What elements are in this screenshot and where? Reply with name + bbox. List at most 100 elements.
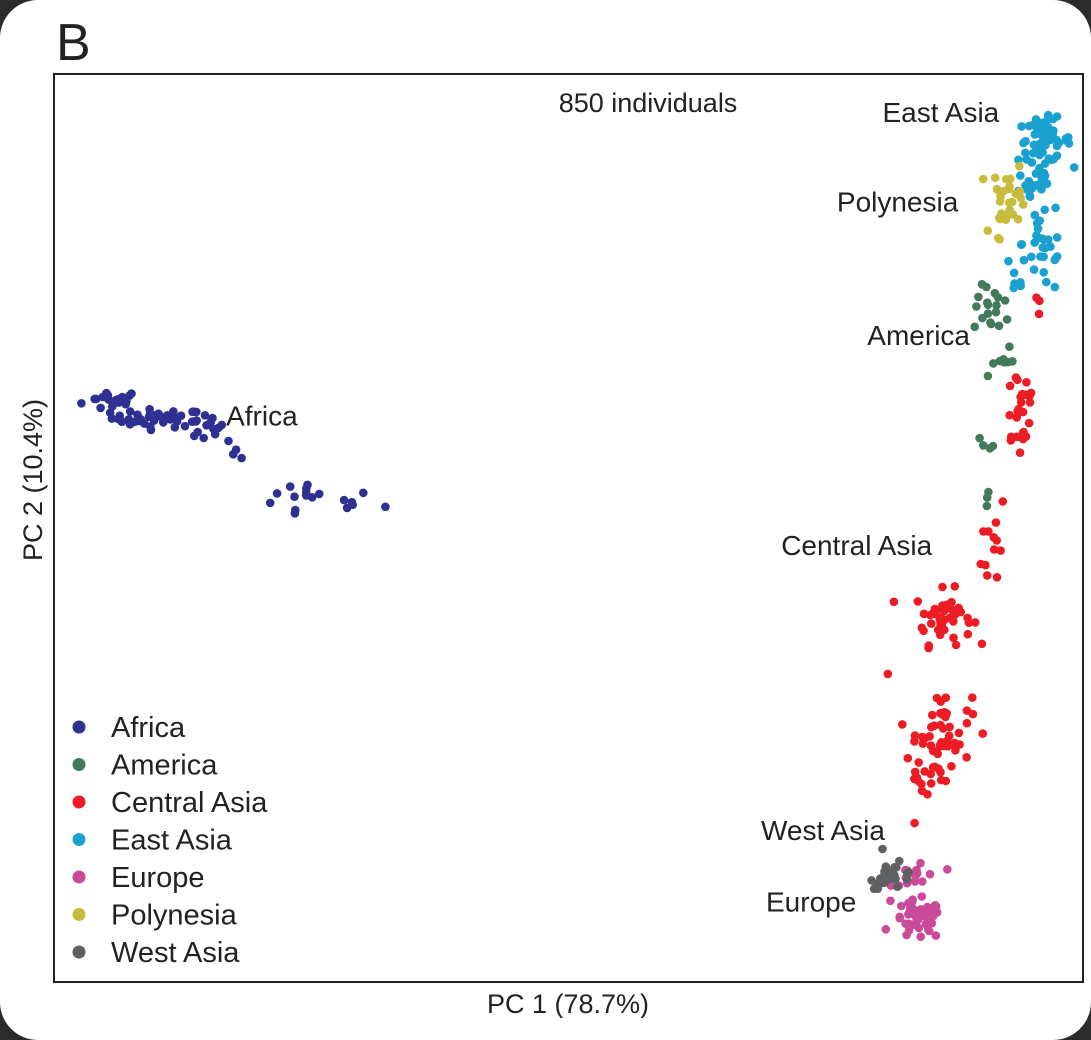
point-east-asia: [1050, 282, 1060, 292]
point-africa: [228, 450, 238, 459]
point-europe: [912, 865, 921, 875]
point-central-asia: [1015, 448, 1025, 458]
point-east-asia: [1038, 234, 1048, 244]
point-america: [972, 302, 981, 311]
point-central-asia: [964, 618, 974, 627]
point-west-asia: [880, 867, 889, 876]
point-central-asia: [1006, 436, 1016, 445]
point-america: [978, 313, 987, 323]
point-central-asia: [883, 669, 893, 679]
cluster-label-east-asia: East Asia: [883, 97, 1000, 128]
sample-count-annotation: 850 individuals: [559, 88, 738, 118]
point-central-asia: [962, 718, 972, 728]
point-east-asia: [1043, 128, 1052, 137]
legend-marker: [72, 795, 86, 809]
cluster-label-africa: Africa: [226, 400, 298, 431]
point-east-asia: [1024, 176, 1033, 186]
point-central-asia: [1035, 296, 1044, 306]
point-east-asia: [1025, 192, 1035, 201]
point-polynesia: [994, 233, 1003, 243]
point-east-asia: [1040, 205, 1049, 215]
point-east-asia: [1042, 277, 1051, 287]
point-polynesia: [1015, 161, 1024, 171]
point-polynesia: [995, 214, 1004, 224]
point-central-asia: [928, 710, 937, 720]
point-africa: [125, 391, 134, 400]
point-east-asia: [1009, 283, 1018, 293]
point-west-asia: [891, 874, 900, 884]
point-europe: [943, 865, 952, 874]
point-africa: [210, 429, 220, 439]
point-america: [988, 441, 998, 451]
point-europe: [917, 892, 927, 901]
point-polynesia: [995, 197, 1005, 206]
point-central-asia: [1025, 398, 1035, 407]
point-america: [984, 487, 993, 497]
point-west-asia: [878, 844, 887, 854]
point-west-asia: [902, 875, 912, 884]
point-polynesia: [983, 226, 992, 235]
point-central-asia: [943, 742, 952, 751]
point-europe: [925, 869, 935, 879]
point-africa: [290, 509, 300, 518]
legend-marker: [72, 870, 86, 884]
point-central-asia: [1013, 406, 1022, 416]
point-africa: [237, 453, 246, 463]
point-central-asia: [998, 497, 1008, 506]
point-central-asia: [898, 720, 907, 729]
point-africa: [200, 411, 210, 420]
point-polynesia: [978, 174, 988, 184]
point-east-asia: [1054, 138, 1063, 148]
point-central-asia: [933, 749, 942, 759]
legend-marker: [72, 833, 86, 846]
point-east-asia: [1014, 155, 1023, 165]
point-africa: [193, 427, 202, 437]
point-central-asia: [925, 610, 935, 620]
point-central-asia: [944, 731, 954, 740]
point-africa: [180, 421, 190, 431]
point-africa: [290, 492, 299, 502]
point-africa: [189, 407, 198, 416]
point-europe: [931, 902, 941, 911]
point-europe: [897, 901, 906, 911]
point-east-asia: [1024, 121, 1034, 131]
point-africa: [272, 489, 282, 498]
point-east-asia: [1051, 203, 1060, 213]
point-central-asia: [1034, 309, 1044, 319]
x-axis-label: PC 1 (78.7%): [487, 989, 649, 1018]
point-central-asia: [913, 776, 923, 786]
point-america: [991, 307, 1001, 317]
point-europe: [904, 926, 914, 935]
point-europe: [895, 912, 904, 922]
point-central-asia: [954, 728, 964, 738]
plot-frame: [53, 73, 1084, 983]
point-europe: [916, 932, 925, 941]
point-east-asia: [1035, 120, 1044, 129]
cluster-label-america: America: [867, 320, 970, 351]
point-africa: [170, 412, 180, 422]
point-west-asia: [893, 882, 902, 891]
y-axis-label: PC 2 (10.4%): [18, 399, 48, 561]
point-africa: [98, 392, 107, 402]
point-central-asia: [930, 604, 940, 614]
point-central-asia: [962, 753, 971, 762]
panel-letter: B: [56, 14, 91, 72]
point-central-asia: [929, 721, 939, 730]
legend-label: Polynesia: [111, 900, 238, 932]
point-africa: [381, 502, 390, 512]
point-central-asia: [951, 640, 961, 650]
point-africa: [224, 436, 233, 446]
point-central-asia: [925, 732, 934, 741]
point-africa: [217, 420, 226, 430]
point-africa: [339, 495, 349, 505]
point-africa: [342, 503, 352, 513]
legend-item-america: America: [72, 750, 218, 782]
legend-label: America: [111, 750, 218, 782]
point-east-asia: [1017, 122, 1026, 131]
point-america: [970, 322, 979, 332]
point-polynesia: [1008, 197, 1017, 207]
point-central-asia: [1013, 375, 1022, 385]
point-america: [1000, 296, 1010, 305]
point-africa: [159, 418, 168, 427]
